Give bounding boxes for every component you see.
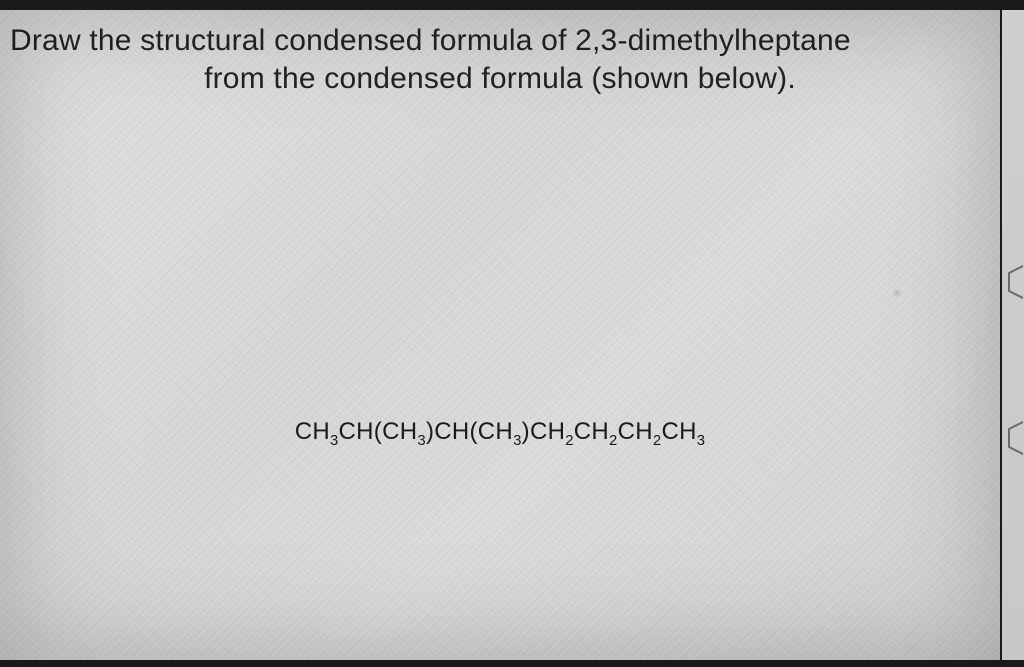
tool-palette-edge — [1002, 10, 1024, 660]
page-vignette — [0, 10, 1000, 660]
formula-text: ) — [426, 418, 434, 445]
formula-text: CH — [618, 418, 653, 445]
formula-text: CH — [574, 418, 609, 445]
question-text-line-1: Draw the structural condensed formula of… — [10, 24, 990, 58]
condensed-formula: CH3CH(CH3)CH(CH3)CH2CH2CH2CH3 — [0, 418, 1000, 446]
formula-text: CH(CH — [434, 418, 513, 445]
window-frame: Draw the structural condensed formula of… — [0, 0, 1024, 667]
formula-text: CH — [661, 418, 696, 445]
paper-texture — [0, 10, 1000, 660]
formula-subscript: 3 — [697, 433, 706, 449]
formula-subscript: 3 — [417, 433, 426, 449]
formula-text: ) — [522, 418, 530, 445]
formula-subscript: 3 — [513, 433, 522, 449]
worksheet-page: Draw the structural condensed formula of… — [0, 10, 1000, 660]
formula-subscript: 2 — [565, 433, 574, 449]
formula-text: CH — [295, 418, 330, 445]
formula-text: CH — [530, 418, 565, 445]
formula-subscript: 2 — [609, 433, 618, 449]
ring-tool-icon[interactable] — [1003, 264, 1023, 300]
formula-text: CH(CH — [339, 418, 418, 445]
formula-subscript: 3 — [330, 433, 339, 449]
ring-tool-icon[interactable] — [1003, 420, 1023, 456]
paper-smudge — [894, 290, 900, 296]
question-text-line-2: from the condensed formula (shown below)… — [10, 62, 990, 96]
